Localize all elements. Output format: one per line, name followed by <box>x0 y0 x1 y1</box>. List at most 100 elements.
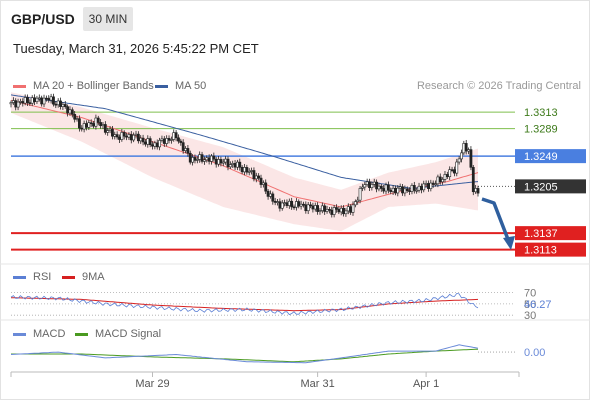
legend-rsi-ma: 9MA <box>62 271 105 283</box>
rsi-level-label: 50 <box>524 299 536 311</box>
candle-body <box>132 134 136 141</box>
candle-body <box>445 174 449 177</box>
candle-body <box>280 202 284 209</box>
candle-body <box>221 161 225 164</box>
legend-macd-signal: MACD Signal <box>75 328 161 340</box>
candle-body <box>438 176 442 183</box>
candle-body <box>316 205 320 212</box>
candle-body <box>167 138 171 141</box>
candles-group <box>9 93 480 218</box>
candle-body <box>217 159 220 165</box>
candle-body <box>42 97 46 105</box>
candle-body <box>236 161 239 168</box>
candle-body <box>353 201 357 206</box>
support-label: 1.3137 <box>524 228 558 240</box>
candle-body <box>21 101 25 104</box>
candle-body <box>337 209 341 213</box>
rsi-legend-label: RSI <box>33 271 52 283</box>
candle-body <box>412 185 416 191</box>
candle-body <box>457 158 461 163</box>
candle-body <box>80 127 84 130</box>
candle-body <box>464 143 468 152</box>
candle-body <box>370 184 374 188</box>
candle-body <box>193 157 197 161</box>
candle-body <box>304 204 308 212</box>
pivot-tag <box>515 149 586 164</box>
candle-body <box>195 159 199 161</box>
candle-body <box>122 132 126 137</box>
ma50-legend-label: MA 50 <box>175 80 207 92</box>
candle-body <box>226 158 230 168</box>
macd-signal-swatch <box>75 332 88 336</box>
candle-body <box>431 182 435 185</box>
candle-body <box>127 134 131 138</box>
candle-body <box>455 161 459 174</box>
candle-body <box>9 102 13 105</box>
candle-body <box>408 190 412 192</box>
candle-body <box>453 169 456 174</box>
candle-body <box>313 205 317 210</box>
candle-body <box>146 138 150 145</box>
candle-body <box>389 189 393 192</box>
candle-body <box>210 155 213 162</box>
candle-body <box>111 128 114 137</box>
candle-body <box>54 103 58 106</box>
candle-body <box>429 182 433 189</box>
candle-body <box>257 175 261 179</box>
candle-body <box>396 187 400 194</box>
rsi-ma-swatch <box>62 275 75 279</box>
candle-body <box>108 128 112 131</box>
legend-ma20: MA 20 + Bollinger Bands <box>13 80 154 92</box>
candle-body <box>40 97 44 105</box>
candle-body <box>358 188 362 201</box>
candle-body <box>330 209 334 215</box>
candle-body <box>276 201 279 203</box>
timeframe-button[interactable]: 30 MIN <box>83 7 133 31</box>
rsi-level-label: 70 <box>524 288 536 300</box>
candle-body <box>14 100 18 108</box>
candle-body <box>349 206 353 213</box>
candle-body <box>372 181 376 185</box>
candle-body <box>148 138 152 146</box>
resistance-label: 1.3289 <box>524 124 558 136</box>
candle-body <box>283 202 286 204</box>
candle-body <box>403 188 407 194</box>
candle-body <box>410 185 414 192</box>
candle-body <box>417 185 421 191</box>
candle-body <box>68 109 72 114</box>
datetime-label: Tuesday, March 31, 2026 5:45:22 PM CET <box>13 41 259 56</box>
candle-body <box>16 101 20 108</box>
candle-body <box>422 183 426 191</box>
candle-body <box>63 104 67 107</box>
candle-body <box>125 135 128 138</box>
candle-body <box>96 117 100 123</box>
candle-body <box>77 118 81 129</box>
candle-body <box>162 138 166 144</box>
candle-body <box>382 188 386 192</box>
candle-body <box>231 163 235 165</box>
last-price-label: 1.3205 <box>524 181 558 193</box>
candle-body <box>384 184 388 192</box>
candle-body <box>47 98 51 101</box>
support-label: 1.3113 <box>524 245 557 257</box>
candle-body <box>434 183 437 186</box>
candle-body <box>106 130 110 133</box>
candle-body <box>59 100 62 107</box>
candle-body <box>427 183 430 189</box>
ma20-legend-label: MA 20 + Bollinger Bands <box>33 80 154 92</box>
candle-body <box>219 159 223 164</box>
candle-body <box>49 96 53 101</box>
candle-body <box>292 206 296 209</box>
forecast-arrow-head <box>503 236 515 250</box>
candle-body <box>394 187 397 194</box>
candle-body <box>75 118 79 120</box>
candle-body <box>66 106 70 114</box>
candle-body <box>471 167 475 193</box>
candle-body <box>368 181 371 188</box>
candle-body <box>250 170 253 172</box>
candle-body <box>346 206 350 212</box>
candle-body <box>294 201 298 208</box>
candle-body <box>240 167 244 173</box>
macd-legend-label: MACD <box>33 328 66 340</box>
candle-body <box>460 152 463 160</box>
